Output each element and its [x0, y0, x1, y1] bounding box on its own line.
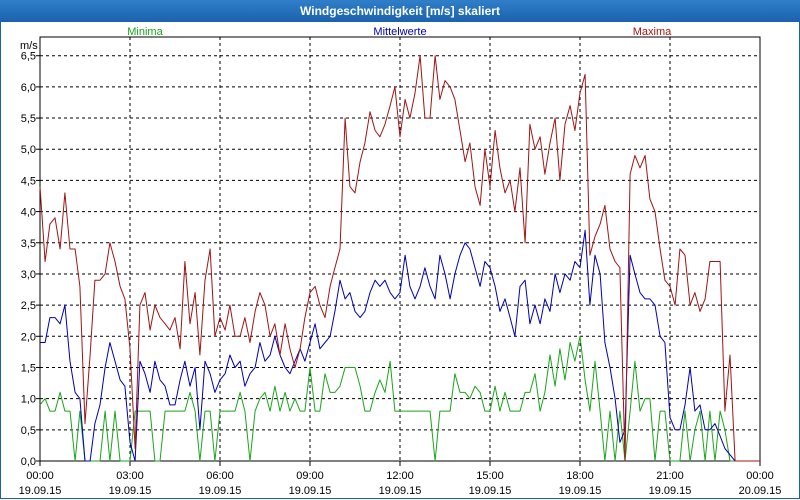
x-tick-label-time: 00:00	[746, 470, 774, 482]
y-tick-label: 1,0	[21, 394, 36, 406]
x-tick-label-time: 03:00	[116, 470, 144, 482]
y-axis-label: m/s	[20, 40, 38, 52]
y-tick-label: 0,5	[21, 425, 36, 437]
x-tick-label-date: 19.09.15	[469, 485, 512, 497]
x-tick-label-time: 15:00	[476, 470, 504, 482]
y-tick-label: 0,0	[21, 456, 36, 468]
x-tick-label-date: 19.09.15	[559, 485, 602, 497]
series-line-maxima	[39, 55, 760, 462]
legend-minima: Minima	[127, 26, 163, 38]
x-tick-label-time: 06:00	[206, 470, 234, 482]
window-title: Windgeschwindigkeit [m/s] skaliert	[0, 0, 800, 22]
x-tick-label-time: 12:00	[386, 470, 414, 482]
y-tick-label: 6,5	[21, 51, 36, 63]
x-tick-label-date: 19.09.15	[649, 485, 692, 497]
x-tick-label-date: 20.09.15	[739, 485, 782, 497]
x-tick-label-date: 19.09.15	[199, 485, 242, 497]
y-tick-label: 5,5	[21, 113, 36, 125]
x-tick-label-date: 19.09.15	[379, 485, 422, 497]
y-tick-label: 2,0	[21, 331, 36, 343]
legend-mittelwerte: Mittelwerte	[373, 26, 426, 38]
y-tick-label: 5,0	[21, 144, 36, 156]
legend-maxima: Maxima	[633, 26, 672, 38]
y-tick-label: 3,5	[21, 238, 36, 250]
x-tick-label-date: 19.09.15	[289, 485, 332, 497]
x-tick-label-time: 09:00	[296, 470, 324, 482]
y-tick-label: 4,0	[21, 207, 36, 219]
y-tick-label: 3,0	[21, 269, 36, 281]
x-tick-label-date: 19.09.15	[19, 485, 62, 497]
x-tick-label-date: 19.09.15	[109, 485, 152, 497]
y-tick-label: 4,5	[21, 175, 36, 187]
x-tick-label-time: 18:00	[566, 470, 594, 482]
x-tick-label-time: 21:00	[656, 470, 684, 482]
y-tick-label: 2,5	[21, 300, 36, 312]
y-tick-label: 1,5	[21, 362, 36, 374]
y-tick-label: 6,0	[21, 82, 36, 94]
x-tick-label-time: 00:00	[26, 470, 54, 482]
series-line-minima	[39, 335, 760, 462]
